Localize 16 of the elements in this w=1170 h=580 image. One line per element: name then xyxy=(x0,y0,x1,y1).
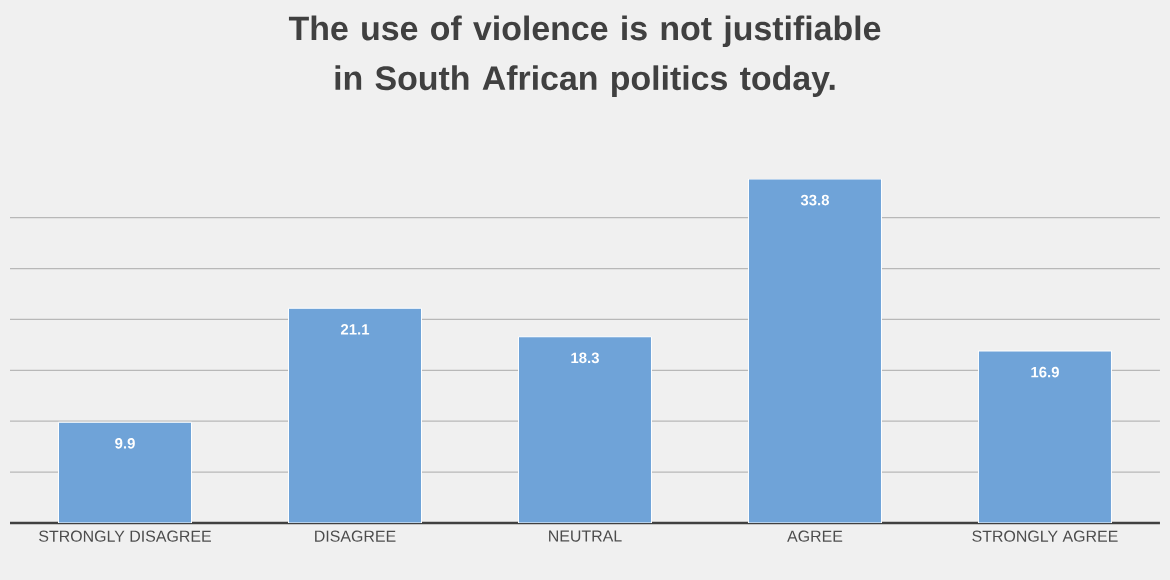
x-tick-label: STRONGLY DISAGREE xyxy=(39,530,211,542)
bar xyxy=(58,421,192,523)
data-label: 21.1 xyxy=(340,324,370,335)
x-tick-label: AGREE xyxy=(787,530,843,542)
data-label: 18.3 xyxy=(571,352,599,364)
x-tick-label: STRONGLY AGREE xyxy=(972,530,1118,542)
x-tick-label: DISAGREE xyxy=(315,530,396,542)
bar xyxy=(977,350,1112,523)
bar xyxy=(517,336,652,523)
bar xyxy=(747,179,882,523)
data-label: 33.8 xyxy=(800,194,830,206)
data-label: 16.9 xyxy=(1031,366,1059,378)
bar xyxy=(287,307,422,523)
x-tick-label: NEUTRAL xyxy=(549,530,622,542)
chart-title: The use of violence is not justifiable in South African politics today. xyxy=(288,15,881,97)
data-label: 9.9 xyxy=(115,438,135,449)
